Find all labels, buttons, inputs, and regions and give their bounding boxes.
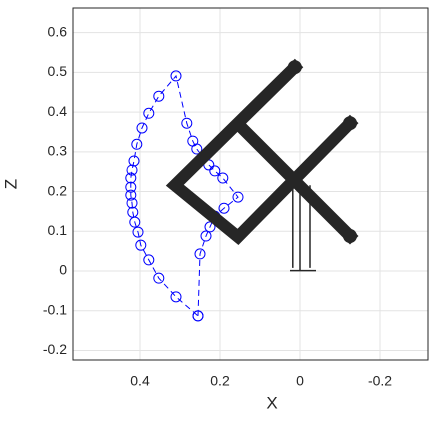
point-marker (125, 172, 137, 184)
point-marker (170, 291, 182, 303)
point-marker (126, 164, 138, 176)
point-marker (129, 216, 141, 228)
point-marker (181, 117, 193, 129)
point-marker (204, 221, 216, 233)
y-tick-label: 0.1 (48, 222, 68, 238)
point-marker (217, 172, 229, 184)
y-axis-label: Z (1, 179, 20, 189)
y-tick-label: 0.5 (48, 63, 68, 79)
joint-dot (343, 229, 357, 244)
point-marker (200, 230, 212, 242)
point-marker (218, 202, 230, 214)
series-line (290, 185, 316, 272)
point-marker (135, 239, 147, 251)
point-marker (125, 189, 137, 201)
point-marker (143, 107, 155, 119)
y-tick-label: 0.2 (48, 182, 68, 198)
y-tick-label: 0.6 (48, 23, 68, 39)
series-line (130, 74, 239, 317)
point-marker (192, 310, 204, 322)
point-marker (136, 122, 148, 134)
y-tick-label: -0.2 (43, 341, 67, 357)
point-marker (132, 226, 144, 238)
point-marker (153, 90, 165, 102)
point-marker (232, 191, 244, 203)
point-marker (187, 135, 199, 147)
point-marker (209, 165, 221, 177)
x-tick-label: 0.2 (210, 373, 230, 389)
point-marker (126, 197, 138, 209)
point-marker (131, 138, 143, 150)
y-tick-label: 0 (59, 262, 67, 278)
y-tick-label: 0.3 (48, 143, 68, 159)
point-marker (125, 181, 137, 193)
x-tick-label: 0.4 (130, 373, 150, 389)
y-tick-label: -0.1 (43, 301, 67, 317)
x-tick-label: 0 (296, 373, 304, 389)
plot-frame (72, 7, 429, 361)
series-line (165, 58, 359, 245)
point-marker (170, 70, 182, 82)
joint-dot (343, 116, 357, 131)
x-tick-label: -0.2 (368, 373, 392, 389)
point-marker (194, 248, 206, 260)
joint-dot (287, 60, 302, 75)
point-marker (128, 155, 140, 167)
x-axis-label: X (266, 393, 277, 412)
y-tick-label: 0.4 (48, 103, 68, 119)
point-marker (143, 254, 155, 266)
point-marker (153, 272, 165, 284)
